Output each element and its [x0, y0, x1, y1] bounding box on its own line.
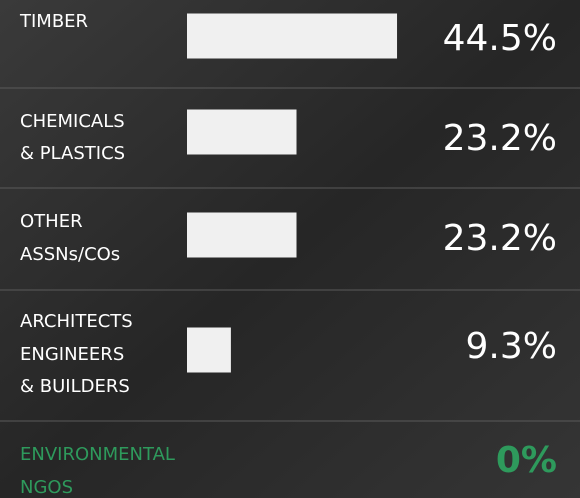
value-label: 9.3%	[466, 326, 557, 367]
bar	[187, 109, 297, 155]
bar	[187, 212, 297, 258]
bar	[187, 13, 398, 59]
value-label: 23.2%	[443, 218, 557, 259]
category-label: TIMBER	[19, 11, 88, 32]
value-label: 0%	[496, 440, 557, 481]
category-label: & PLASTICS	[20, 143, 125, 164]
category-label: NGOS	[20, 477, 73, 498]
category-label: ENGINEERS	[20, 344, 124, 365]
value-label: 23.2%	[443, 118, 557, 159]
category-label: CHEMICALS	[20, 111, 125, 132]
separators	[0, 87, 580, 422]
category-label: ARCHITECTS	[20, 311, 133, 332]
category-label: OTHER	[20, 211, 83, 232]
category-label: ENVIRONMENTAL	[20, 444, 175, 465]
category-label: ASSNs/COs	[20, 244, 120, 265]
value-label: 44.5%	[443, 18, 557, 59]
category-label: & BUILDERS	[20, 376, 130, 397]
bar	[187, 327, 231, 373]
